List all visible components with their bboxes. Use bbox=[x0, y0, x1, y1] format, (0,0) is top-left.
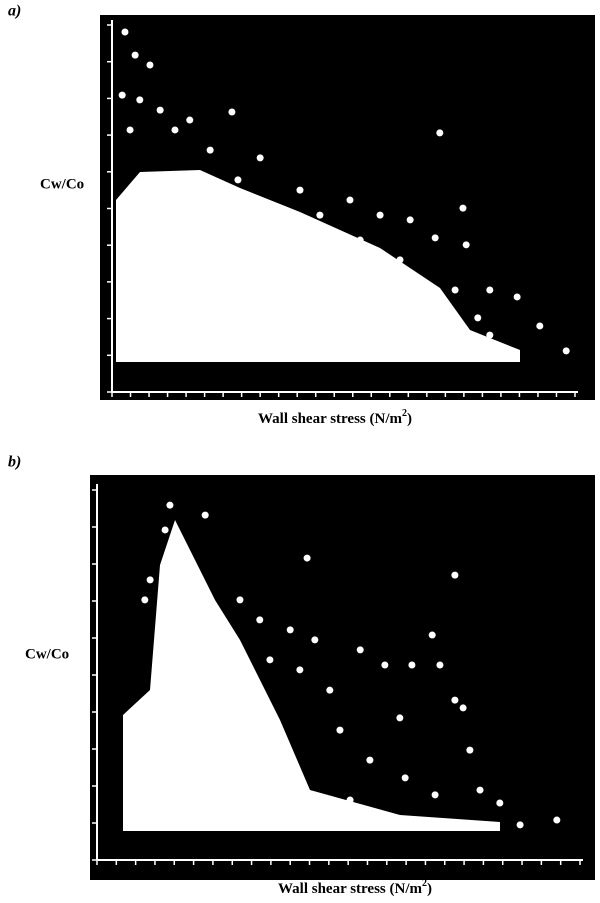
point bbox=[536, 322, 544, 330]
point bbox=[366, 756, 374, 764]
point bbox=[466, 746, 474, 754]
x-axis-label: Wall shear stress (N/m2) bbox=[258, 408, 412, 427]
point bbox=[326, 686, 334, 694]
point bbox=[228, 108, 236, 116]
point bbox=[436, 129, 444, 137]
x-axis-label: Wall shear stress (N/m2) bbox=[278, 878, 432, 897]
x-axis-label-end: ) bbox=[407, 411, 412, 427]
point bbox=[459, 704, 467, 712]
point bbox=[296, 666, 304, 674]
point bbox=[451, 696, 459, 704]
point bbox=[266, 656, 274, 664]
point bbox=[431, 234, 439, 242]
panel-label: a) bbox=[8, 3, 21, 20]
point bbox=[286, 626, 294, 634]
point bbox=[296, 776, 304, 784]
point bbox=[451, 571, 459, 579]
point bbox=[396, 256, 404, 264]
point bbox=[426, 306, 434, 314]
point-cloud bbox=[123, 520, 500, 831]
point bbox=[428, 631, 436, 639]
point bbox=[234, 176, 242, 184]
point bbox=[476, 786, 484, 794]
point bbox=[486, 331, 494, 339]
point bbox=[356, 236, 364, 244]
point bbox=[381, 661, 389, 669]
point bbox=[406, 216, 414, 224]
point bbox=[131, 51, 139, 59]
point bbox=[462, 241, 470, 249]
point bbox=[562, 347, 570, 355]
point bbox=[171, 126, 179, 134]
point bbox=[226, 676, 234, 684]
x-axis-label-sup: 2 bbox=[402, 408, 407, 419]
point bbox=[201, 511, 209, 519]
point bbox=[136, 96, 144, 104]
point bbox=[121, 28, 129, 36]
point bbox=[186, 116, 194, 124]
point bbox=[146, 61, 154, 69]
point bbox=[256, 154, 264, 162]
point bbox=[431, 791, 439, 799]
point bbox=[401, 774, 409, 782]
point bbox=[336, 726, 344, 734]
point bbox=[303, 554, 311, 562]
point bbox=[516, 821, 524, 829]
point bbox=[486, 286, 494, 294]
point bbox=[513, 293, 521, 301]
x-axis-label-text: Wall shear stress (N/m bbox=[258, 411, 403, 427]
point bbox=[118, 91, 126, 99]
point bbox=[436, 661, 444, 669]
panel-label: b) bbox=[8, 454, 21, 471]
point bbox=[256, 616, 264, 624]
point bbox=[451, 286, 459, 294]
point bbox=[356, 646, 364, 654]
point bbox=[408, 661, 416, 669]
point bbox=[146, 576, 154, 584]
panel: a) Cw/Co Wall shear stress (N/m2) bbox=[8, 3, 595, 427]
x-axis-label-end: ) bbox=[427, 881, 432, 897]
y-axis-label: Cw/Co bbox=[25, 646, 69, 662]
point bbox=[206, 146, 214, 154]
x-axis-label-sup: 2 bbox=[422, 878, 427, 889]
point bbox=[474, 314, 482, 322]
point bbox=[376, 211, 384, 219]
panel: b) Cw/Co Wall shear stress (N/m2) bbox=[8, 454, 595, 897]
point bbox=[553, 816, 561, 824]
y-axis-label: Cw/Co bbox=[40, 176, 84, 192]
point bbox=[396, 714, 404, 722]
point bbox=[241, 716, 249, 724]
point bbox=[459, 204, 467, 212]
point bbox=[161, 526, 169, 534]
point bbox=[126, 126, 134, 134]
point bbox=[346, 796, 354, 804]
point bbox=[156, 106, 164, 114]
point bbox=[496, 799, 504, 807]
point bbox=[311, 636, 319, 644]
point bbox=[296, 186, 304, 194]
point bbox=[346, 196, 354, 204]
x-axis-label-text: Wall shear stress (N/m bbox=[278, 881, 423, 897]
point bbox=[141, 596, 149, 604]
point bbox=[316, 211, 324, 219]
point-cloud bbox=[116, 170, 520, 362]
point bbox=[186, 586, 194, 594]
point bbox=[236, 596, 244, 604]
point bbox=[166, 501, 174, 509]
